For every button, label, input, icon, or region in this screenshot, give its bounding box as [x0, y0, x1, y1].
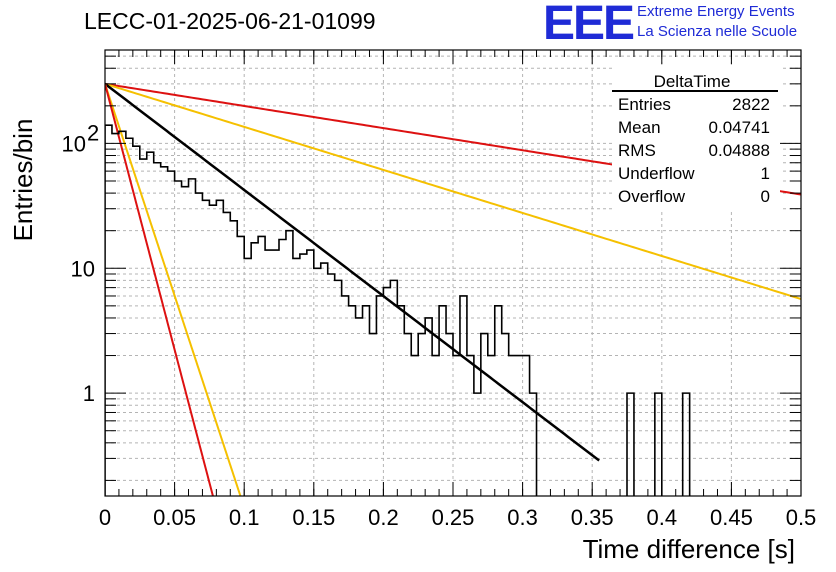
y-tick-label: 10: [62, 131, 86, 156]
x-tick-label: 0: [99, 505, 111, 530]
brand-line-2: La Scienza nelle Scuole: [637, 23, 798, 40]
x-axis-label: Time difference [s]: [583, 534, 795, 564]
y-tick-exponent: 2: [87, 120, 99, 145]
stats-value-rms: 0.04888: [709, 141, 770, 160]
stats-value-entries: 2822: [732, 95, 770, 114]
stats-value-underflow: 1: [761, 164, 770, 183]
eee-logo: EEE: [543, 0, 635, 50]
x-tick-label: 0.2: [368, 505, 399, 530]
x-tick-label: 0.25: [432, 505, 475, 530]
fit-curves: [105, 82, 801, 496]
fit-curve-4: [105, 83, 214, 496]
axis-ticks: 0 0.05 0.1 0.15 0.2 0.25 0.3 0.35 0.4 0.45 0.51101…: [62, 50, 817, 530]
x-tick-label: 0.1: [229, 505, 260, 530]
x-tick-label: 0.15: [292, 505, 335, 530]
fit-curve-2: [105, 82, 600, 462]
x-tick-label: 0.5: [786, 505, 817, 530]
stats-label-underflow: Underflow: [618, 164, 695, 183]
stats-label-rms: RMS: [618, 141, 656, 160]
x-tick-label: 0.05: [153, 505, 196, 530]
x-tick-label: 0.3: [507, 505, 538, 530]
stats-title: DeltaTime: [654, 72, 731, 91]
stats-label-entries: Entries: [618, 95, 671, 114]
y-axis-label: Entries/bin: [8, 119, 38, 242]
fit-curve-1: [105, 82, 801, 300]
x-tick-label: 0.4: [647, 505, 678, 530]
x-tick-label: 0.35: [571, 505, 614, 530]
stats-value-mean: 0.04741: [709, 118, 770, 137]
y-tick-label: 10: [71, 256, 95, 281]
chart-title: LECC-01-2025-06-21-01099: [84, 8, 376, 34]
fit-curve-3: [105, 83, 242, 496]
stats-label-overflow: Overflow: [618, 187, 686, 206]
y-tick-label: 1: [83, 381, 95, 406]
stats-value-overflow: 0: [761, 187, 770, 206]
histogram: [105, 124, 691, 496]
brand-line-1: Extreme Energy Events: [637, 3, 795, 20]
x-tick-label: 0.45: [710, 505, 753, 530]
grid: [105, 50, 801, 496]
stats-label-mean: Mean: [618, 118, 661, 137]
stats-box: DeltaTime Entries 2822 Mean 0.04741 RMS …: [612, 66, 780, 210]
histogram-outline: [105, 124, 691, 496]
